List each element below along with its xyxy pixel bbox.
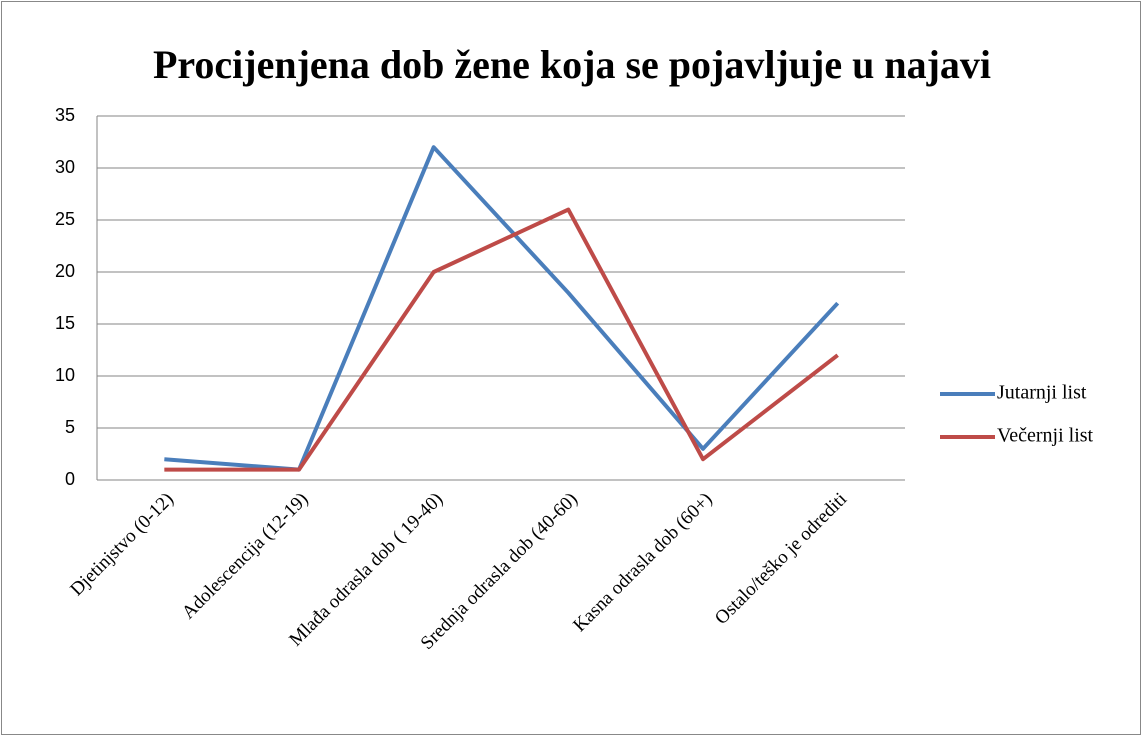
y-tick-label: 0: [65, 469, 75, 489]
series-line: [164, 207, 839, 472]
y-tick-label: 15: [55, 313, 75, 333]
y-tick-label: 35: [55, 105, 75, 125]
legend-label: Večernji list: [997, 425, 1094, 447]
legend-label: Jutarnji list: [997, 382, 1087, 404]
y-tick-label: 5: [65, 417, 75, 437]
chart-title: Procijenjena dob žene koja se pojavljuje…: [153, 42, 991, 87]
y-tick-label: 20: [55, 261, 75, 281]
y-tick-label: 25: [55, 209, 75, 229]
y-tick-label: 30: [55, 157, 75, 177]
y-tick-label: 10: [55, 365, 75, 385]
